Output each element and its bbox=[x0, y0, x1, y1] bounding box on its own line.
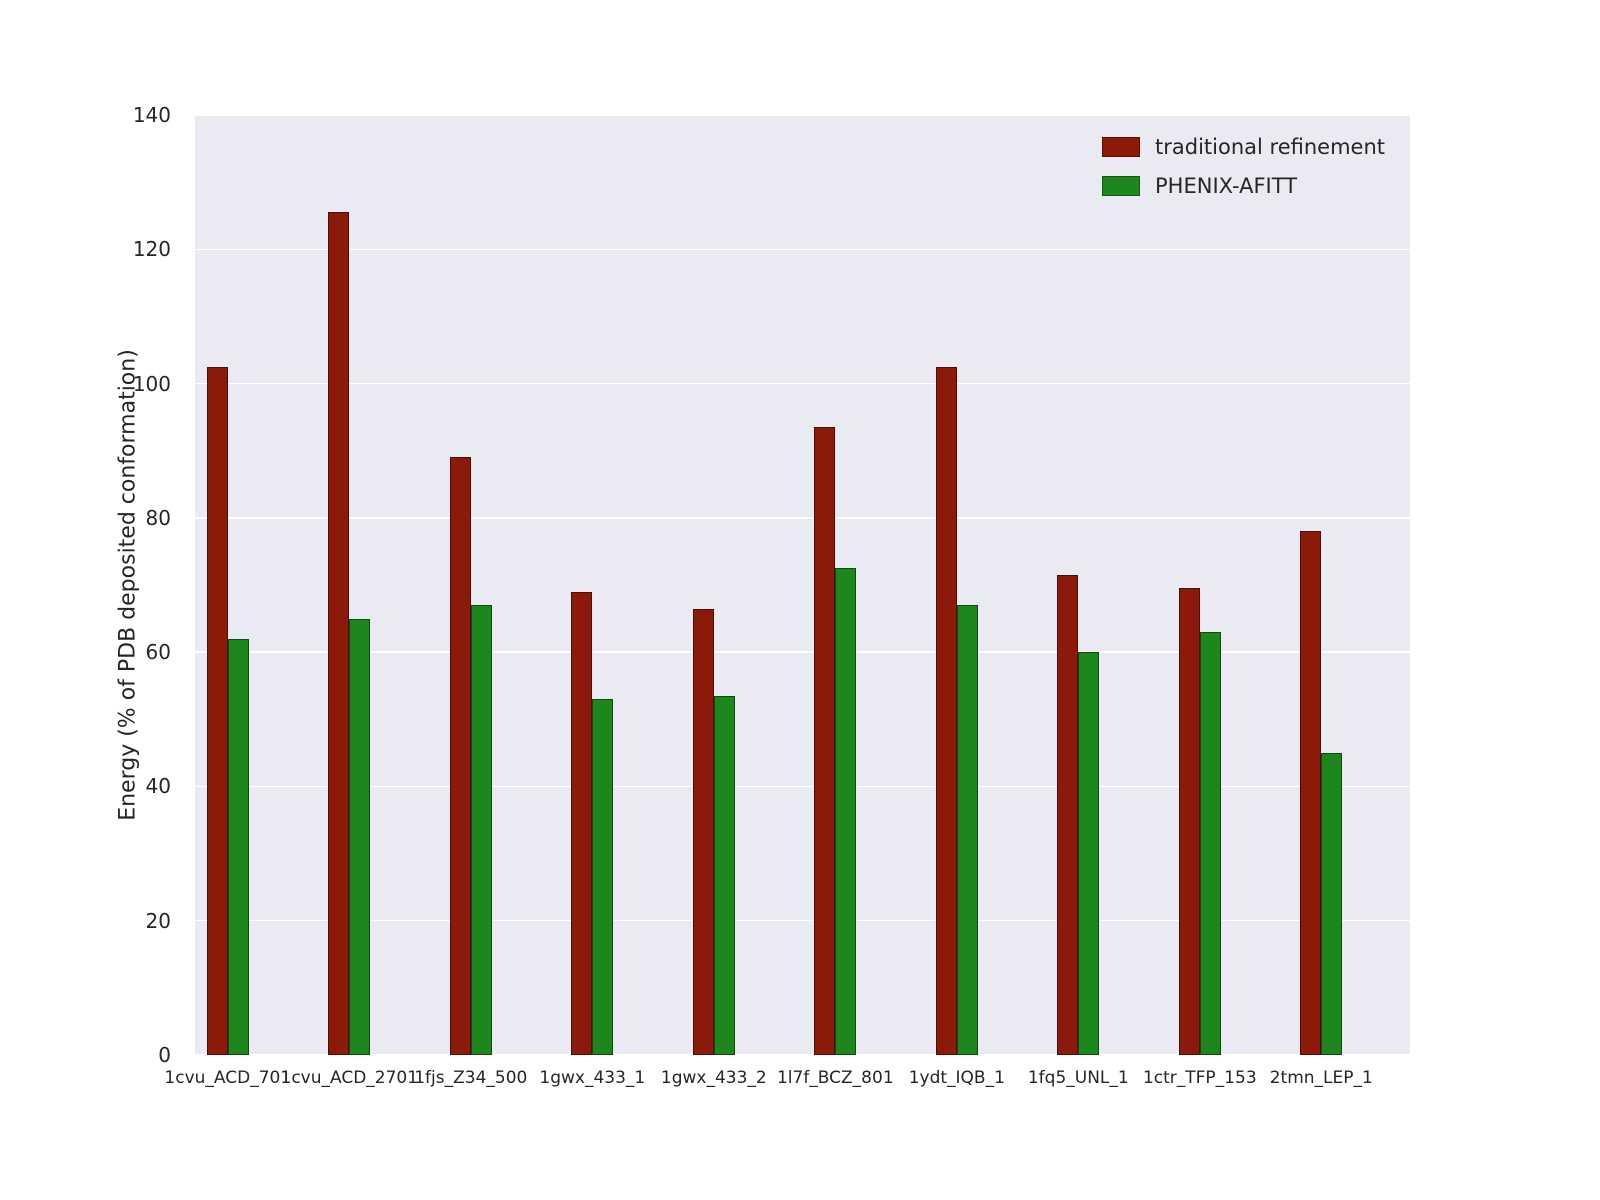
x-tick-label: 1ctr_TFP_153 bbox=[1142, 1068, 1257, 1088]
legend-label-traditional-refinement: traditional refinement bbox=[1155, 135, 1385, 159]
bar-traditional-refinement bbox=[692, 608, 714, 1055]
y-tick-label: 100 bbox=[132, 371, 171, 396]
x-tick-label: 1gwx_433_1 bbox=[539, 1068, 646, 1088]
x-tick-label: 1fjs_Z34_500 bbox=[414, 1068, 528, 1088]
x-tick-label: 1gwx_433_2 bbox=[660, 1068, 767, 1088]
y-tick-label: 120 bbox=[132, 237, 171, 262]
bar-phenix-afitt bbox=[835, 568, 857, 1055]
y-tick-label: 20 bbox=[145, 908, 171, 933]
gridline bbox=[195, 1054, 1410, 1056]
legend-item-phenix-afitt: PHENIX-AFITT bbox=[1102, 174, 1385, 198]
y-tick-label: 40 bbox=[145, 774, 171, 799]
bar-phenix-afitt bbox=[592, 699, 614, 1055]
bar-traditional-refinement bbox=[814, 427, 836, 1055]
x-tick-label: 1cvu_ACD_2701 bbox=[280, 1068, 419, 1088]
bar-traditional-refinement bbox=[935, 366, 957, 1055]
y-axis-ticks: 0 20 40 60 80 100 120 140 bbox=[0, 103, 185, 1067]
x-axis-ticks: 1cvu_ACD_701 1cvu_ACD_2701 1fjs_Z34_500 1gw… bbox=[164, 1068, 1410, 1098]
gridline bbox=[195, 785, 1410, 788]
x-tick-label: 1ydt_IQB_1 bbox=[908, 1068, 1005, 1088]
bar-traditional-refinement bbox=[1178, 588, 1200, 1055]
x-tick-label: 1fq5_UNL_1 bbox=[1027, 1068, 1129, 1088]
bar-traditional-refinement bbox=[571, 591, 593, 1055]
y-tick-label: 80 bbox=[145, 505, 171, 530]
x-tick-label: 2tmn_LEP_1 bbox=[1269, 1068, 1373, 1088]
bar-traditional-refinement bbox=[328, 212, 350, 1055]
bar-traditional-refinement bbox=[1300, 531, 1322, 1055]
legend: traditional refinement PHENIX-AFITT bbox=[1102, 135, 1385, 198]
bar-traditional-refinement bbox=[1057, 574, 1079, 1055]
gridline bbox=[195, 919, 1410, 922]
bar-traditional-refinement bbox=[449, 457, 471, 1055]
bar-phenix-afitt bbox=[470, 605, 492, 1055]
bar-phenix-afitt bbox=[956, 605, 978, 1055]
bar-phenix-afitt bbox=[1078, 652, 1100, 1055]
gridline bbox=[195, 651, 1410, 653]
legend-label-phenix-afitt: PHENIX-AFITT bbox=[1155, 174, 1298, 198]
y-tick-label: 60 bbox=[145, 640, 171, 665]
bar-phenix-afitt bbox=[713, 695, 735, 1055]
bar-traditional-refinement bbox=[206, 366, 228, 1055]
gridline bbox=[195, 248, 1410, 251]
gridline bbox=[195, 382, 1410, 385]
legend-item-traditional-refinement: traditional refinement bbox=[1102, 135, 1385, 159]
x-tick-label: 1l7f_BCZ_801 bbox=[776, 1068, 894, 1088]
legend-swatch-traditional-refinement bbox=[1102, 137, 1141, 157]
bar-phenix-afitt bbox=[349, 618, 371, 1055]
gridline bbox=[195, 114, 1410, 116]
y-tick-label: 140 bbox=[132, 103, 171, 127]
bar-phenix-afitt bbox=[1199, 632, 1221, 1055]
y-tick-label: 0 bbox=[158, 1043, 171, 1067]
bar-phenix-afitt bbox=[1321, 752, 1343, 1055]
legend-swatch-phenix-afitt bbox=[1102, 176, 1141, 196]
x-tick-label: 1cvu_ACD_701 bbox=[164, 1068, 292, 1088]
bar-phenix-afitt bbox=[227, 638, 249, 1055]
gridline bbox=[195, 517, 1410, 519]
plot-area: traditional refinement PHENIX-AFITT bbox=[195, 114, 1410, 1056]
